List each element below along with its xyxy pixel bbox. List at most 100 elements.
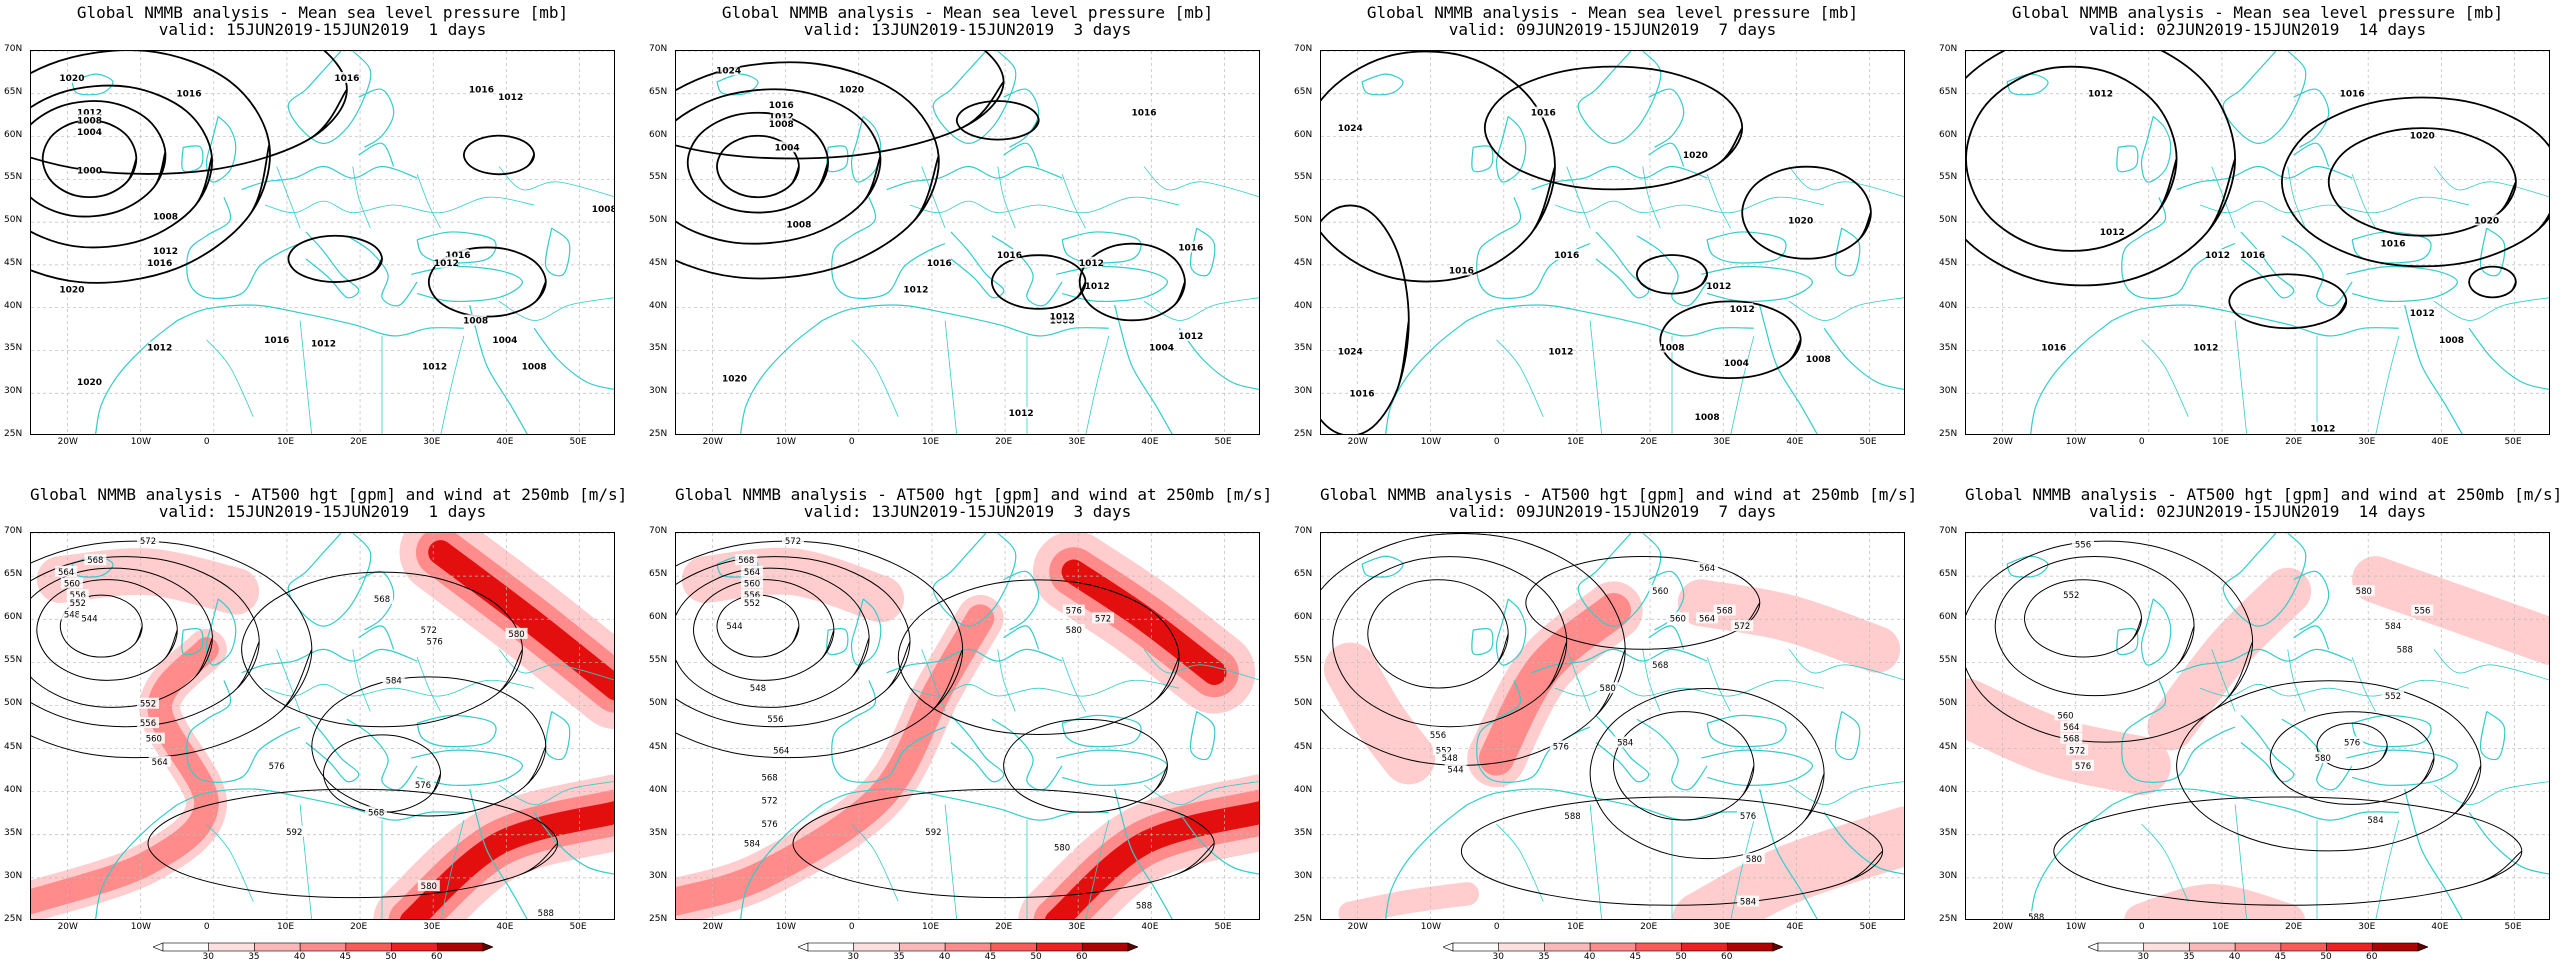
height-contour [1994,556,2195,697]
coastline [2293,88,2330,148]
label-halo [505,627,528,639]
colorbar-swatch [345,942,392,952]
label-halo [60,71,83,83]
label-halo [312,337,335,349]
contour-label: 552 [2063,591,2079,601]
contour-label: 576 [1066,607,1082,617]
lon-tick-label: 0 [2138,437,2145,447]
lat-tick-label: 45N [4,741,23,752]
coastline [2121,680,2236,783]
isolines [1966,51,2549,329]
coastline [1114,788,1173,919]
coastlines [2006,533,2549,919]
lon-tick-label: 10E [1566,922,1585,932]
panel-title-line1: Global NMMB analysis - Mean sea level pr… [76,3,569,22]
country-border [206,339,254,417]
contour-label: 580 [2356,587,2372,597]
height-contour [676,540,964,759]
label-halo [534,907,557,919]
lat-tick-label: 35N [649,343,668,354]
colorbar-swatch [2325,942,2373,952]
lat-tick-label: 50N [1939,698,1958,709]
panel-title-line2: valid: 15JUN2019-15JUN2019 1 days [158,502,487,521]
country-border [2375,820,2400,919]
country-border [299,320,312,434]
country-border [2433,297,2549,321]
lat-tick-label: 40N [649,300,668,311]
lat-tick-label: 45N [1294,257,1313,268]
lat-tick-label: 25N [4,914,23,924]
coastline [1823,811,1904,875]
label-halo [741,596,764,608]
label-halo [148,755,171,767]
graticule [676,533,1259,919]
contour-label: 576 [2344,739,2360,749]
lat-tick-label: 65N [1294,569,1313,580]
lat-tick-label: 65N [4,569,23,580]
isobar [1078,242,1186,322]
panel-title-line2: valid: 13JUN2019-15JUN2019 3 days [803,20,1132,39]
wind-jet-band [2124,884,2306,919]
coastline [2112,788,2399,821]
lon-tick-label: 20E [995,922,1013,932]
contour-label: 572 [2069,746,2085,756]
coastline [850,116,882,183]
label-halo [265,759,288,771]
colorbar-label: 60 [2366,952,2378,962]
contour-label: 560 [2057,711,2073,721]
coastline [186,197,301,299]
country-border [276,649,301,712]
contour-label: 572 [421,626,437,636]
coastline [2404,304,2463,434]
coastline [822,788,1109,821]
lon-tick-label: 20E [1640,922,1658,932]
lat-tick-label: 35N [1939,343,1958,354]
label-halo [2382,237,2405,249]
colorbar-swatch [898,942,945,952]
map-canvas: 1012 1016 1020 1020 1016 1012 1012 1016 1012 1012… [1966,51,2549,434]
contour-label: 584 [386,676,402,686]
lon-tick-label: 50E [569,437,587,447]
contour-label: 1016 [334,74,359,84]
coastline [411,265,524,303]
country-border [1085,335,1110,434]
country-border [1788,297,1904,321]
colorbar-label: 45 [2274,952,2287,962]
z500-map: 572 568 564 560 556 552 544 548 556 564 568 572 576 5… [675,532,1260,920]
colorbar-swatch [390,942,438,952]
lon-tick-label: 0 [203,922,210,932]
country-border [2211,649,2236,712]
lon-tick-label: 10W [2065,437,2087,447]
contour-label: 552 [2385,692,2401,702]
height-contour [2023,579,2143,658]
lat-tick-label: 70N [649,44,668,54]
contour-label: 1016 [1531,109,1556,119]
coastline [305,714,360,783]
lat-tick-label: 25N [1939,914,1958,924]
contour-label: 1012 [2088,89,2113,99]
isobar [1321,204,1410,434]
lat-tick-label: 30N [4,386,23,397]
contour-label: 556 [1430,731,1446,741]
wind-jet-band [428,540,614,701]
label-halo [1086,279,1109,291]
lon-tick-label: 10E [1566,437,1585,447]
panel-title-line2: valid: 02JUN2019-15JUN2019 14 days [2088,20,2427,39]
contour-label: 1020 [59,286,84,296]
contour-label: 544 [81,614,97,624]
country-border [909,679,1180,697]
contour-label: 576 [2075,762,2091,772]
country-border [2199,196,2470,214]
contour-label: 1016 [2041,343,2066,353]
wind-shading [1323,579,1904,919]
coastline [241,648,418,674]
lat-tick-label: 25N [1294,429,1313,439]
label-halo [1696,612,1719,624]
height-contour [1367,579,1509,689]
country-border [1642,649,1661,712]
lon-tick-label: 50E [1859,922,1877,932]
coastline [716,73,759,96]
contour-label: 1016 [927,259,952,269]
label-halo [1614,736,1637,748]
contour-label: 560 [146,735,162,745]
